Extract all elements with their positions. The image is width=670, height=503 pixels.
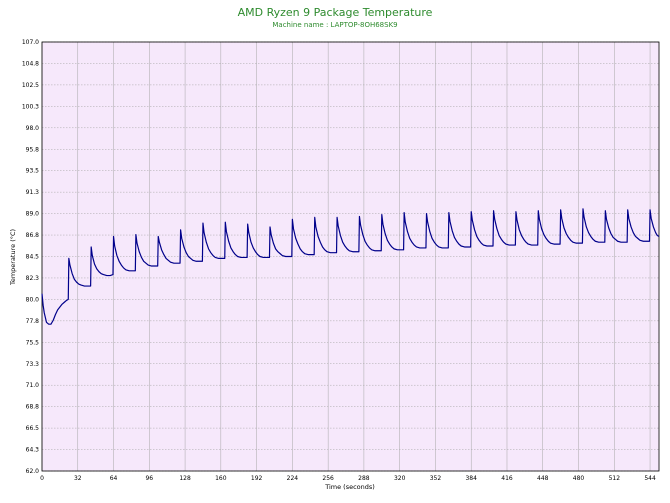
x-tick-label: 32	[74, 475, 82, 482]
x-tick-label: 256	[322, 475, 334, 482]
x-axis-label: Time (seconds)	[324, 483, 375, 491]
chart-title: AMD Ryzen 9 Package Temperature	[238, 6, 433, 19]
x-tick-label: 480	[573, 475, 585, 482]
x-tick-label: 448	[537, 475, 549, 482]
x-tick-label: 384	[465, 475, 477, 482]
x-tick-label: 64	[110, 475, 118, 482]
y-tick-label: 86.8	[26, 232, 40, 239]
plot-frame	[41, 41, 660, 472]
y-tick-label: 68.8	[26, 404, 40, 411]
y-axis-tick-labels: 62.0 64.3 66.5 68.8 71.0 73.3 75.5 77.8 80.0 82.3…	[22, 39, 39, 475]
x-tick-label: 352	[430, 475, 442, 482]
y-axis-label: Temperature (°C)	[9, 229, 17, 286]
temperature-series-line	[41, 208, 660, 325]
x-tick-label: 544	[644, 475, 656, 482]
y-tick-label: 73.3	[26, 361, 40, 368]
y-tick-label: 98.0	[26, 125, 40, 132]
x-tick-label: 0	[40, 475, 44, 482]
y-tick-label: 71.0	[26, 382, 40, 389]
x-axis-tick-labels: 0 32 64 96 128 160 192 224 256 288 320 352 384 416 448…	[40, 475, 656, 482]
y-tick-label: 91.3	[26, 189, 40, 196]
y-tick-label: 64.3	[26, 447, 40, 454]
x-tick-label: 224	[287, 475, 299, 482]
y-tick-label: 95.8	[26, 146, 40, 153]
y-tick-label: 107.0	[22, 39, 39, 46]
x-tick-label: 512	[609, 475, 621, 482]
y-tick-label: 77.8	[26, 318, 40, 325]
y-tick-label: 75.5	[26, 339, 40, 346]
y-tick-label: 102.5	[22, 82, 39, 89]
x-tick-label: 128	[179, 475, 191, 482]
x-tick-label: 96	[145, 475, 153, 482]
chart-subtitle: Machine name : LAPTOP-8OH68SK9	[272, 21, 397, 29]
y-tick-label: 80.0	[26, 296, 40, 303]
x-tick-label: 160	[215, 475, 227, 482]
y-tick-label: 66.5	[26, 425, 40, 432]
y-tick-label: 100.3	[22, 103, 39, 110]
x-tick-label: 416	[501, 475, 513, 482]
y-tick-label: 62.0	[26, 468, 40, 475]
y-tick-label: 84.5	[26, 254, 40, 261]
x-tick-label: 320	[394, 475, 406, 482]
y-tick-label: 93.5	[26, 168, 40, 175]
x-tick-label: 288	[358, 475, 370, 482]
y-tick-label: 104.8	[22, 60, 39, 67]
y-tick-label: 89.0	[26, 211, 40, 218]
x-tick-label: 192	[251, 475, 263, 482]
y-tick-label: 82.3	[26, 275, 40, 282]
plot-area	[42, 42, 659, 471]
